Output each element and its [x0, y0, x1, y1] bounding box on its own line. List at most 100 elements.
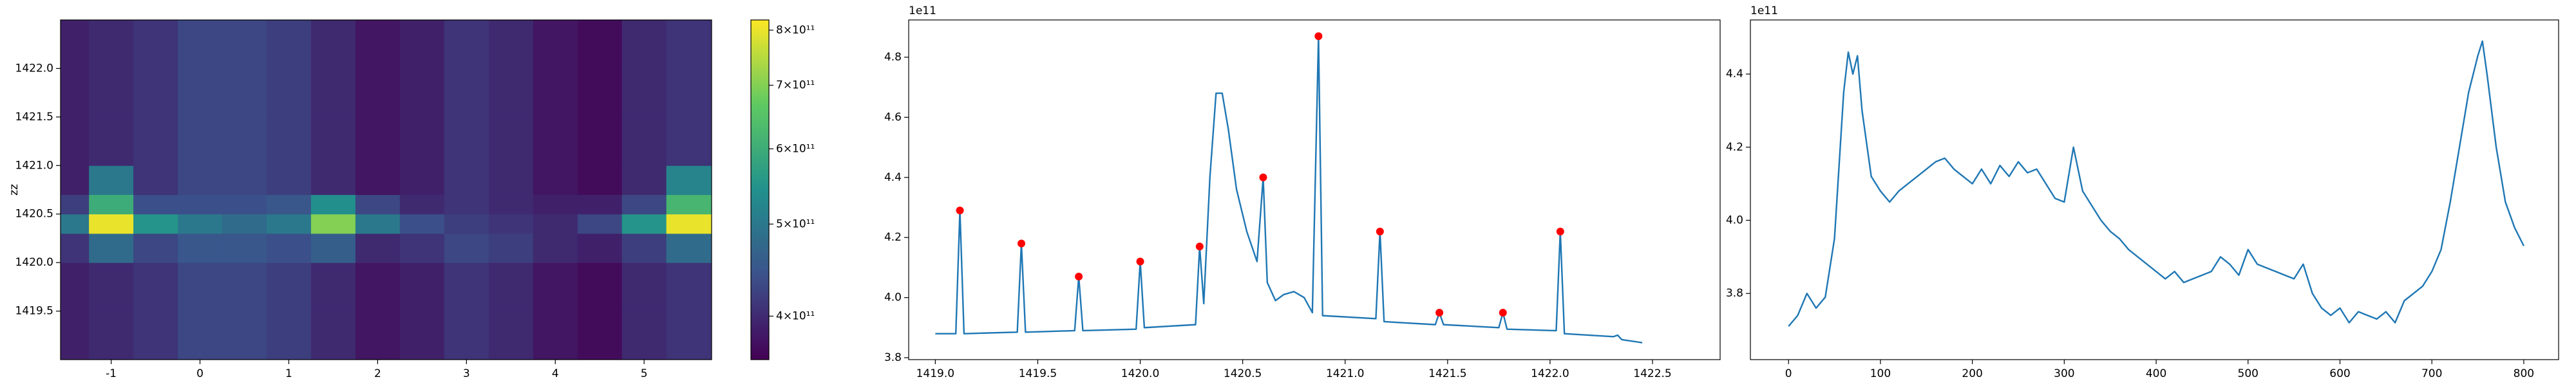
y-tick-label: 4.0	[884, 291, 902, 304]
heatmap-cell	[133, 20, 178, 69]
heatmap-cell	[488, 116, 534, 166]
y-tick-label: 4.6	[884, 111, 902, 124]
heatmap-cell	[310, 68, 356, 118]
y-tick-label: 1420.0	[15, 256, 53, 269]
y-axis-label: zz	[8, 184, 21, 196]
x-tick-label: 2	[374, 367, 381, 380]
peak-marker	[1314, 32, 1323, 41]
heatmap-cell	[222, 116, 267, 166]
heatmap-cell	[621, 214, 667, 234]
heatmap-cell	[444, 116, 489, 166]
heatmap-cell	[577, 165, 623, 196]
heatmap-cell	[133, 233, 178, 263]
heatmap-cell	[133, 194, 178, 215]
heatmap-cell	[577, 116, 623, 166]
heatmap-cell	[266, 262, 312, 312]
heatmap-cell	[178, 165, 223, 196]
peak-marker	[1136, 257, 1144, 266]
heatmap-cell	[133, 214, 178, 234]
colorbar-tick-label: 8×10¹¹	[776, 24, 815, 37]
heatmap-cell	[178, 116, 223, 166]
heatmap-cell	[666, 262, 712, 312]
heatmap-cell	[399, 311, 445, 360]
colorbar-tick-label: 6×10¹¹	[776, 142, 815, 155]
heatmap-cell	[399, 194, 445, 215]
heatmap-cell	[133, 311, 178, 360]
heatmap-cell	[89, 194, 134, 215]
heatmap-cell	[444, 214, 489, 234]
heatmap-cell	[61, 116, 90, 166]
y-tick-label: 1420.5	[15, 208, 53, 221]
heatmap-cell	[61, 262, 90, 312]
x-tick-label: 1421.5	[1428, 367, 1466, 380]
heatmap-cell	[61, 165, 90, 196]
heatmap-cell	[666, 194, 712, 215]
heatmap-cell	[577, 262, 623, 312]
colorbar-tick-label: 7×10¹¹	[776, 78, 815, 91]
peak-marker	[1499, 308, 1507, 317]
heatmap-cell	[222, 311, 267, 360]
heatmap-cell	[310, 214, 356, 234]
heatmap-cell	[222, 165, 267, 196]
heatmap-cell	[89, 20, 134, 69]
heatmap-cell	[310, 194, 356, 215]
y-tick-label: 4.4	[884, 171, 902, 184]
heatmap-cell	[266, 214, 312, 234]
heatmap-cell	[533, 311, 578, 360]
heatmap-cell	[666, 20, 712, 69]
heatmap-cell	[399, 214, 445, 234]
heatmap-cell	[666, 233, 712, 263]
y-tick-label: 4.2	[884, 231, 902, 244]
x-tick-label: 5	[641, 367, 648, 380]
x-tick-label: 200	[1962, 367, 1982, 380]
heatmap-cell	[399, 20, 445, 69]
heatmap-cell	[621, 20, 667, 69]
heatmap-cell	[533, 68, 578, 118]
heatmap-cell	[89, 233, 134, 263]
peak-marker	[1556, 227, 1564, 235]
heatmap-cell	[444, 233, 489, 263]
heatmap-cell	[266, 116, 312, 166]
peak-marker	[1435, 308, 1444, 317]
heatmap-cell	[399, 262, 445, 312]
heatmap-cell	[444, 20, 489, 69]
heatmap-cell	[266, 311, 312, 360]
y-tick-label: 1419.5	[15, 305, 53, 318]
heatmap-cell	[222, 262, 267, 312]
x-tick-label: 1422.5	[1633, 367, 1671, 380]
y-tick-label: 3.8	[1726, 287, 1743, 300]
heatmap-cell	[266, 165, 312, 196]
heatmap-cell	[399, 68, 445, 118]
colorbar	[750, 19, 770, 360]
heatmap-cell	[577, 311, 623, 360]
heatmap-cell	[355, 68, 401, 118]
heatmap-cell	[355, 20, 401, 69]
x-tick-label: 1419.0	[916, 367, 954, 380]
heatmap-cell	[222, 194, 267, 215]
heatmap-cell	[222, 214, 267, 234]
heatmap-cell	[355, 311, 401, 360]
heatmap-cell	[355, 214, 401, 234]
y-tick-label: 4.8	[884, 51, 902, 64]
heatmap-cell	[355, 116, 401, 166]
line-series	[1788, 40, 2524, 327]
heatmap-cell	[533, 165, 578, 196]
x-tick-label: 0	[196, 367, 204, 380]
heatmap-cell	[266, 194, 312, 215]
heatmap-cell	[488, 262, 534, 312]
x-tick-label: 1420.0	[1121, 367, 1159, 380]
heatmap-cell	[533, 233, 578, 263]
peak-marker	[1018, 239, 1025, 248]
x-tick-label: 4	[552, 367, 559, 380]
heatmap-cell	[577, 194, 623, 215]
heatmap-cell	[533, 194, 578, 215]
heatmap-cell	[577, 214, 623, 234]
x-tick-label: 400	[2146, 367, 2166, 380]
heatmap-cell	[621, 311, 667, 360]
heatmap-cell	[61, 20, 90, 69]
heatmap-cell	[89, 116, 134, 166]
heatmap-cell	[533, 116, 578, 166]
peak-marker	[1195, 243, 1204, 251]
y-tick-label: 4.0	[1726, 214, 1743, 226]
